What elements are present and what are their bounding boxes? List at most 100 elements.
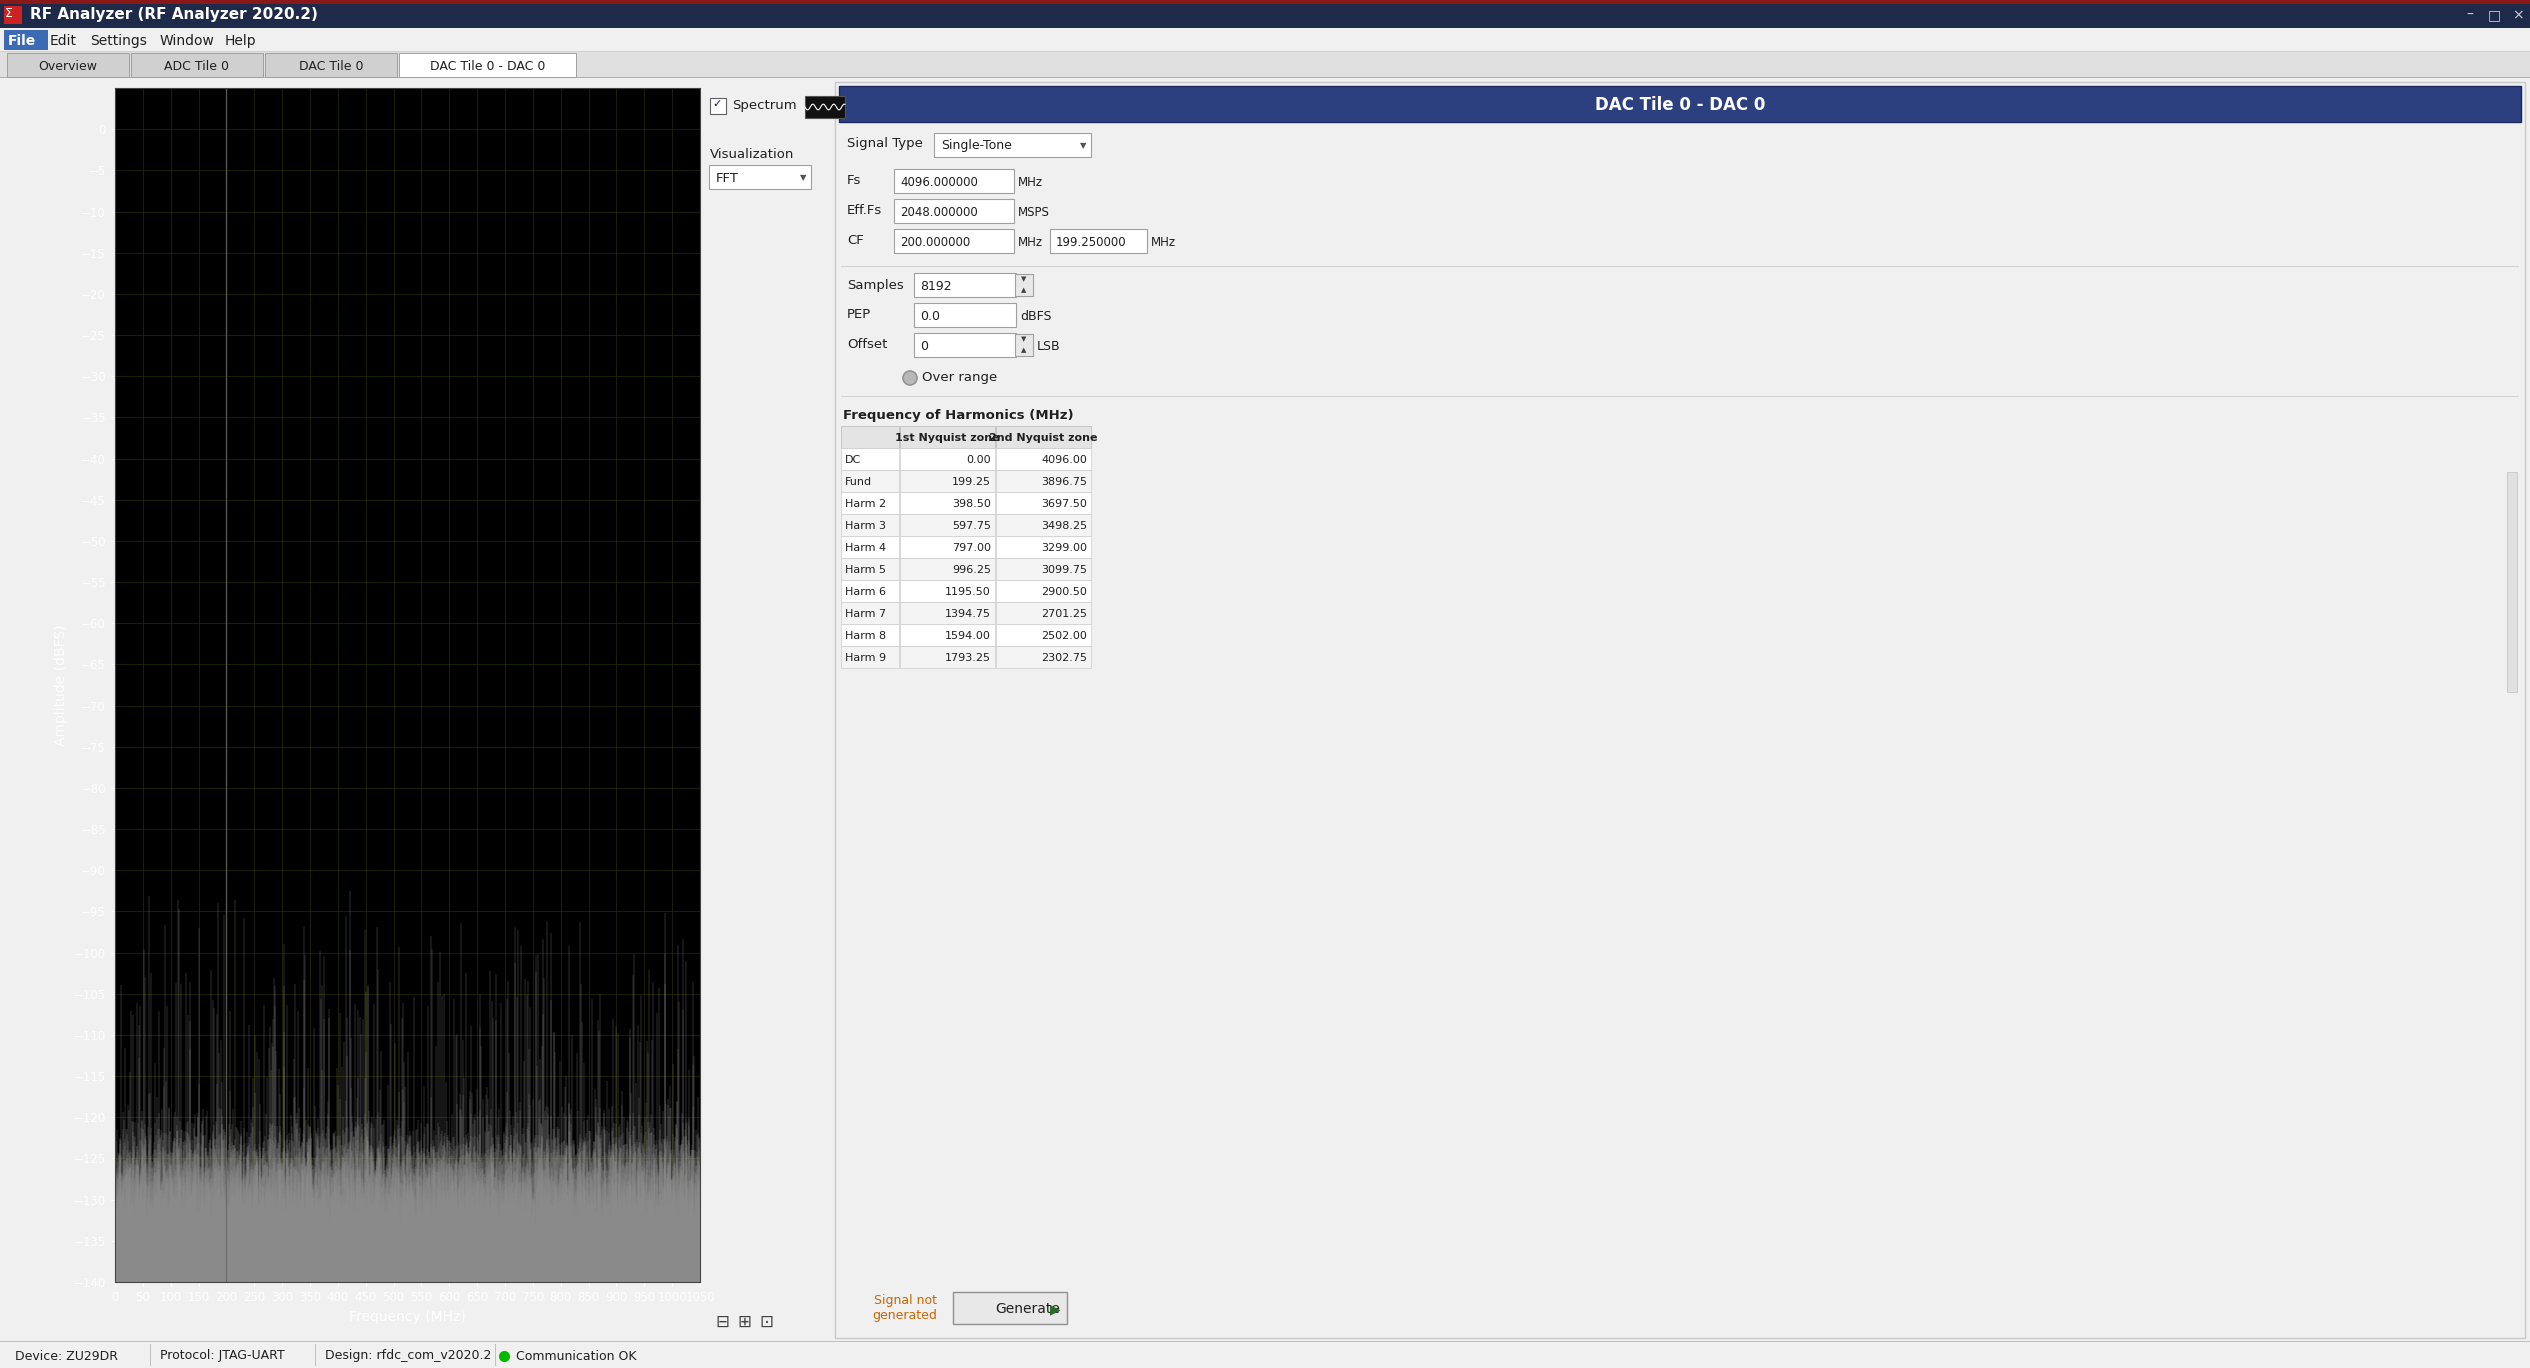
FancyBboxPatch shape	[893, 228, 1015, 253]
Text: ▲: ▲	[1022, 287, 1027, 294]
Text: ▲: ▲	[1022, 347, 1027, 353]
FancyBboxPatch shape	[266, 53, 397, 77]
Bar	[0, 0, 2530, 4]
Bar	[1015, 274, 1032, 295]
Text: Overview: Overview	[38, 59, 99, 73]
Text: Help: Help	[225, 34, 256, 48]
FancyBboxPatch shape	[913, 332, 1017, 357]
FancyBboxPatch shape	[893, 198, 1015, 223]
Text: 398.50: 398.50	[951, 499, 992, 509]
Bar	[997, 646, 1090, 668]
Text: 0.00: 0.00	[966, 456, 992, 465]
Text: Harm 2: Harm 2	[845, 499, 886, 509]
Text: ×: ×	[2512, 8, 2525, 22]
Bar	[840, 514, 898, 536]
Bar	[901, 447, 994, 471]
Bar	[0, 0, 2530, 27]
Bar	[840, 558, 898, 580]
Text: Single-Tone: Single-Tone	[941, 140, 1012, 152]
Text: FFT: FFT	[716, 171, 739, 185]
Y-axis label: Amplitude (dBFS): Amplitude (dBFS)	[53, 624, 68, 746]
Circle shape	[903, 371, 916, 384]
Bar	[901, 646, 994, 668]
Text: 199.25: 199.25	[951, 477, 992, 487]
Bar	[901, 580, 994, 602]
Bar	[835, 82, 2525, 1338]
Text: 4096.00: 4096.00	[1042, 456, 1088, 465]
Text: MHz: MHz	[1151, 235, 1176, 249]
Text: 1793.25: 1793.25	[946, 653, 992, 663]
Text: Settings: Settings	[91, 34, 147, 48]
Text: DAC Tile 0 - DAC 0: DAC Tile 0 - DAC 0	[430, 59, 544, 73]
Text: Harm 6: Harm 6	[845, 587, 886, 596]
Text: RF Analyzer (RF Analyzer 2020.2): RF Analyzer (RF Analyzer 2020.2)	[30, 7, 319, 22]
Text: Eff.Fs: Eff.Fs	[848, 204, 883, 218]
Text: Harm 8: Harm 8	[845, 631, 886, 642]
Bar	[840, 492, 898, 514]
Text: 200.000000: 200.000000	[901, 235, 969, 249]
FancyBboxPatch shape	[708, 166, 812, 189]
Text: 597.75: 597.75	[951, 521, 992, 531]
Bar	[2507, 472, 2517, 692]
Text: Harm 5: Harm 5	[845, 565, 886, 575]
FancyBboxPatch shape	[132, 53, 263, 77]
FancyBboxPatch shape	[8, 53, 129, 77]
Bar	[997, 514, 1090, 536]
Bar	[901, 514, 994, 536]
Bar	[840, 646, 898, 668]
Bar	[840, 447, 898, 471]
Text: MHz: MHz	[1017, 235, 1042, 249]
Text: Fs: Fs	[848, 175, 860, 187]
Text: Harm 7: Harm 7	[845, 609, 886, 618]
Bar	[997, 471, 1090, 492]
FancyBboxPatch shape	[934, 133, 1090, 157]
Text: 2900.50: 2900.50	[1042, 587, 1088, 596]
Bar	[901, 471, 994, 492]
Text: 3697.50: 3697.50	[1042, 499, 1088, 509]
Text: MSPS: MSPS	[1017, 205, 1050, 219]
Bar	[901, 492, 994, 514]
FancyBboxPatch shape	[913, 274, 1017, 297]
Text: DAC Tile 0 - DAC 0: DAC Tile 0 - DAC 0	[1594, 96, 1766, 114]
Text: dBFS: dBFS	[1020, 309, 1052, 323]
Bar	[997, 536, 1090, 558]
Bar	[901, 558, 994, 580]
Bar	[0, 52, 2530, 78]
Text: Edit: Edit	[51, 34, 76, 48]
Text: 2701.25: 2701.25	[1040, 609, 1088, 618]
Text: 4096.000000: 4096.000000	[901, 175, 979, 189]
Text: Offset: Offset	[848, 338, 888, 352]
Bar	[997, 602, 1090, 624]
Text: 2302.75: 2302.75	[1040, 653, 1088, 663]
Text: DAC Tile 0: DAC Tile 0	[299, 59, 364, 73]
Text: ▼: ▼	[1080, 141, 1085, 150]
Text: PEP: PEP	[848, 309, 870, 321]
Bar	[997, 492, 1090, 514]
Bar	[901, 536, 994, 558]
Text: Fund: Fund	[845, 477, 873, 487]
Text: Generate: Generate	[994, 1302, 1060, 1316]
Text: Harm 9: Harm 9	[845, 653, 886, 663]
Bar	[997, 624, 1090, 646]
Text: 1195.50: 1195.50	[946, 587, 992, 596]
Bar	[805, 96, 845, 118]
Bar	[840, 536, 898, 558]
Text: 199.250000: 199.250000	[1055, 235, 1126, 249]
FancyBboxPatch shape	[913, 302, 1017, 327]
Text: Communication OK: Communication OK	[516, 1349, 638, 1363]
Text: Design: rfdc_com_v2020.2: Design: rfdc_com_v2020.2	[324, 1349, 491, 1363]
Bar	[840, 624, 898, 646]
FancyBboxPatch shape	[1050, 228, 1146, 253]
Text: File: File	[8, 34, 35, 48]
Text: Frequency of Harmonics (MHz): Frequency of Harmonics (MHz)	[842, 409, 1073, 423]
Bar	[997, 425, 1090, 447]
Text: Signal not
generated: Signal not generated	[873, 1294, 939, 1321]
Text: ▼: ▼	[1022, 276, 1027, 283]
Bar	[997, 580, 1090, 602]
Text: –: –	[2467, 8, 2474, 22]
Text: ✓: ✓	[711, 98, 721, 109]
FancyBboxPatch shape	[954, 1291, 1068, 1324]
Bar	[901, 602, 994, 624]
Text: ⊡: ⊡	[759, 1313, 772, 1331]
Bar	[997, 447, 1090, 471]
